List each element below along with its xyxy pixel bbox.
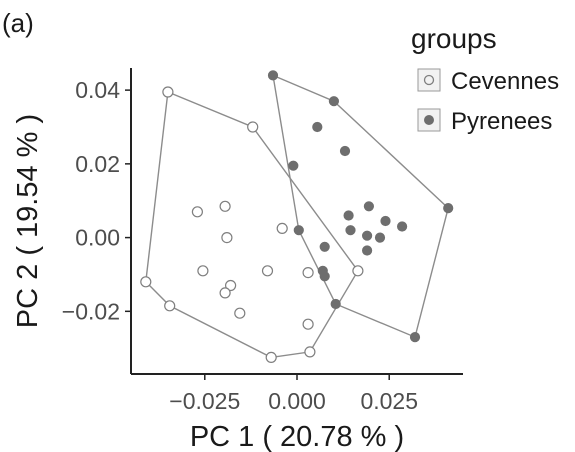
point-cevennes [197, 265, 209, 277]
point-cevennes [191, 206, 203, 218]
legend-title: groups [411, 23, 497, 54]
y-tick-label: 0.00 [75, 225, 120, 251]
x-tick-label: 0.025 [360, 388, 418, 414]
point-cevennes [219, 200, 231, 212]
x-axis-title: PC 1 ( 20.78 % ) [190, 421, 404, 452]
point-pyrenees [319, 271, 330, 282]
legend-label-cevennes: Cevennes [451, 68, 559, 95]
tick-layer: −0.025 0.000 0.025 −0.02 0.00 0.02 0.04 [62, 77, 418, 414]
legend-marker-pyrenees [424, 115, 434, 125]
point-pyrenees [374, 232, 386, 243]
point-cevennes [221, 232, 233, 244]
x-tick-label: 0.000 [268, 388, 326, 414]
legend-item-cevennes: Cevennes [417, 68, 559, 95]
point-pyrenees [328, 96, 339, 107]
y-tick-label: 0.04 [75, 77, 120, 103]
point-pyrenees [319, 241, 330, 252]
point-cevennes [304, 346, 316, 358]
point-cevennes [219, 287, 231, 299]
point-cevennes [352, 265, 364, 277]
legend: groups Cevennes Pyrenees [411, 23, 559, 135]
y-tick-label: 0.02 [75, 151, 120, 177]
legend-item-pyrenees: Pyrenees [417, 108, 552, 135]
point-pyrenees [293, 225, 304, 236]
point-pyrenees [267, 70, 279, 81]
hull-cevennes [145, 90, 359, 359]
point-cevennes [247, 121, 259, 133]
point-pyrenees [443, 203, 454, 214]
point-cevennes [164, 300, 176, 312]
point-cevennes [265, 351, 277, 363]
point-cevennes [276, 222, 288, 234]
y-axis-title: PC 2 ( 19.54 % ) [12, 114, 44, 328]
point-pyrenees [312, 121, 323, 133]
legend-label-pyrenees: Pyrenees [451, 108, 552, 135]
point-pyrenees [345, 225, 356, 236]
point-pyrenees [362, 230, 373, 241]
panel-label: (a) [2, 8, 34, 38]
point-pyrenees [339, 145, 351, 157]
point-pyrenees [362, 245, 373, 256]
y-tick-label: −0.02 [62, 298, 120, 324]
point-pyrenees [409, 332, 421, 343]
point-pyrenees [330, 298, 341, 310]
point-cevennes [302, 267, 314, 279]
point-cevennes [234, 307, 246, 319]
legend-marker-cevennes [423, 74, 435, 86]
point-cevennes [140, 276, 152, 288]
point-cevennes [302, 318, 314, 330]
point-pyrenees [363, 201, 374, 212]
point-cevennes [261, 265, 274, 277]
point-layer [140, 70, 454, 363]
point-pyrenees [380, 215, 391, 227]
point-cevennes [162, 86, 174, 98]
hull-layer [145, 74, 449, 359]
point-pyrenees [343, 210, 354, 221]
point-pyrenees [397, 221, 408, 232]
point-cevennes [225, 279, 237, 292]
point-pyrenees [288, 160, 299, 171]
legend-key-cevennes [417, 68, 441, 92]
x-tick-label: −0.025 [169, 388, 240, 414]
